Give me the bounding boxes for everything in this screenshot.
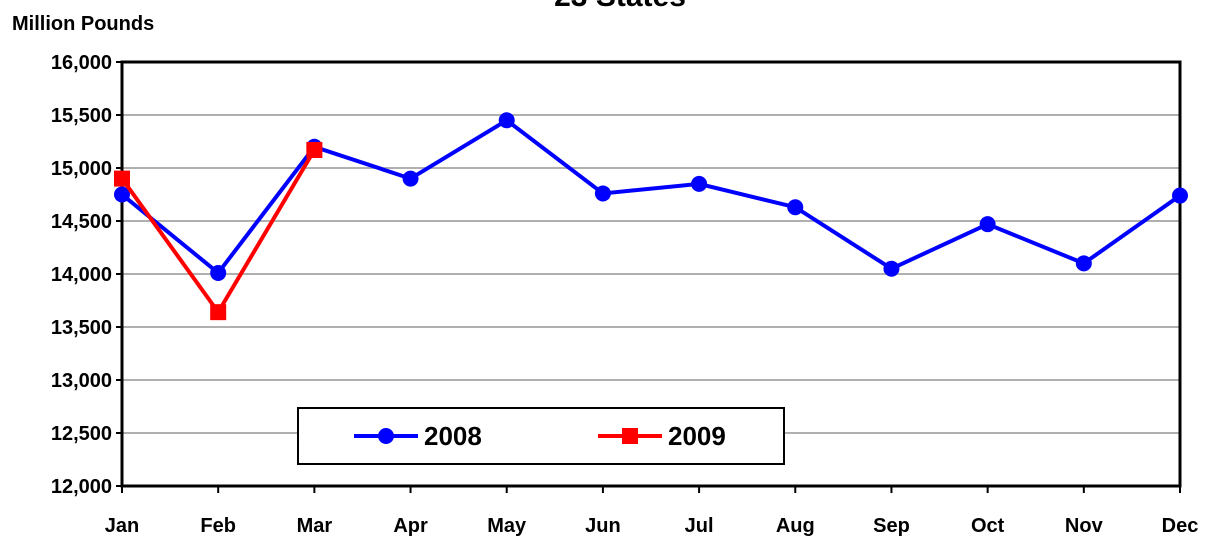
x-tick-label: Sep (873, 515, 910, 537)
legend-box (297, 407, 785, 465)
x-tick-label: Dec (1162, 515, 1199, 537)
data-point (402, 170, 419, 187)
legend-label: 2009 (668, 421, 726, 451)
x-tick-label: May (487, 515, 527, 537)
data-point (498, 112, 515, 129)
y-tick-label: 15,500 (51, 105, 112, 127)
x-tick-label: Jul (685, 515, 714, 537)
data-point (1075, 255, 1092, 272)
x-tick-label: Nov (1065, 515, 1104, 537)
chart-title: 23 States (554, 0, 686, 13)
x-tick-label: Feb (200, 515, 236, 537)
series-line (120, 117, 1182, 276)
data-point (210, 304, 227, 321)
y-tick-label: 12,000 (51, 476, 112, 498)
y-tick-label: 12,500 (51, 423, 112, 445)
legend-label: 2008 (424, 421, 482, 451)
data-point (210, 264, 227, 281)
x-tick-label: Aug (776, 515, 815, 537)
x-tick-label: Jan (105, 515, 139, 537)
data-point (979, 216, 996, 233)
legend-marker (378, 428, 394, 444)
x-tick-label: Apr (393, 515, 428, 537)
series-line (120, 148, 317, 316)
data-point (691, 175, 708, 192)
data-point (114, 186, 130, 203)
x-tick-label: Jun (585, 515, 621, 537)
plot-frame (120, 60, 1182, 488)
data-point (787, 199, 804, 216)
data-point (306, 141, 323, 158)
x-tick-label: Oct (971, 515, 1005, 537)
y-axis-label: Million Pounds (12, 13, 154, 35)
x-tick-label: Mar (297, 515, 333, 537)
y-tick-label: 13,500 (51, 317, 112, 339)
data-point (594, 185, 611, 202)
data-point (1172, 187, 1188, 204)
data-point (114, 170, 130, 187)
y-tick-label: 14,000 (51, 264, 112, 286)
y-tick-label: 14,500 (51, 211, 112, 233)
y-tick-label: 16,000 (51, 52, 112, 74)
legend-marker (622, 428, 638, 444)
data-point (883, 260, 900, 277)
y-tick-label: 13,000 (51, 370, 112, 392)
y-tick-label: 15,000 (51, 158, 112, 180)
